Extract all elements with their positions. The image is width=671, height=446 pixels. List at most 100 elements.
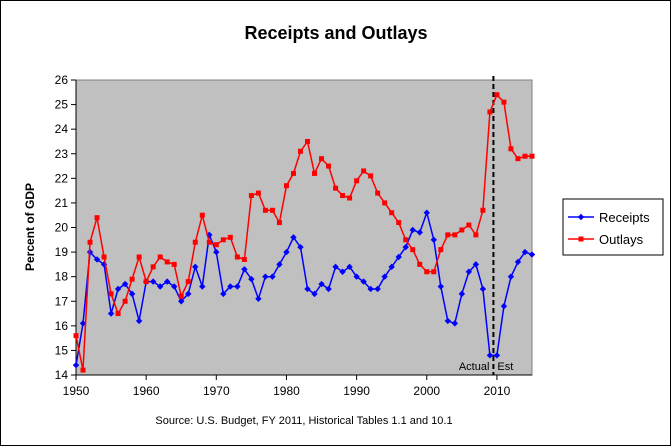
outlays-point <box>206 239 212 245</box>
outlays-point <box>375 190 381 196</box>
outlays-point <box>283 183 289 189</box>
outlays-point <box>178 293 184 299</box>
receipts-point <box>206 231 213 239</box>
outlays-point <box>276 220 282 226</box>
outlays-point <box>333 185 339 191</box>
receipts-point <box>416 229 423 236</box>
receipts-point <box>178 298 185 305</box>
legend-outlays-label: Outlays <box>599 232 644 247</box>
receipts-point <box>156 283 164 290</box>
y-axis: 14 15 16 17 18 19 20 21 22 23 24 25 26 <box>55 73 77 382</box>
receipts-point <box>402 243 409 251</box>
outlays-point <box>431 269 437 275</box>
outlays-point <box>171 261 177 267</box>
outlays-point <box>164 259 170 265</box>
receipts-point <box>128 290 136 298</box>
outlays-point <box>143 279 149 285</box>
outlays-point <box>192 239 198 245</box>
outlays-point <box>101 254 107 260</box>
x-tick-label: 2010 <box>484 384 511 398</box>
receipts-point <box>276 261 283 268</box>
receipts-point <box>339 268 346 275</box>
receipts-point <box>248 275 255 283</box>
outlays-point <box>501 99 507 105</box>
outlays-point <box>480 207 486 213</box>
x-tick-label: 1980 <box>273 384 300 398</box>
receipts-point <box>164 278 171 285</box>
receipts-point <box>381 273 388 280</box>
outlays-point <box>80 367 86 373</box>
receipts-point <box>521 248 529 256</box>
receipts-point <box>486 352 494 359</box>
x-tick-label: 1970 <box>203 384 230 398</box>
receipts-point <box>444 317 452 325</box>
receipts-point <box>367 285 374 293</box>
x-tick-label: 1960 <box>133 384 160 398</box>
receipts-point <box>465 268 473 275</box>
outlays-point <box>269 207 275 213</box>
outlays-point <box>347 195 353 201</box>
outlays-point <box>185 279 191 285</box>
receipts-point <box>234 283 241 290</box>
receipts-point <box>297 243 304 251</box>
receipts-point <box>72 361 80 369</box>
y-tick-label: 21 <box>55 196 69 210</box>
outlays-point <box>319 156 325 162</box>
outlays-point <box>459 227 465 233</box>
legend-outlays-marker <box>578 236 584 242</box>
receipts-point <box>227 283 234 290</box>
receipts-point <box>423 209 430 216</box>
outlays-point <box>438 247 444 253</box>
receipts-point <box>114 285 122 293</box>
receipts-point <box>290 234 297 241</box>
receipts-point <box>107 310 115 317</box>
x-tick-label: 1990 <box>343 384 370 398</box>
y-tick-label: 26 <box>55 73 69 87</box>
receipts-point <box>409 226 416 234</box>
annotation-actual: Actual <box>459 361 490 373</box>
outlays-point <box>227 234 233 240</box>
y-tick-label: 15 <box>55 343 69 357</box>
y-tick-label: 14 <box>55 368 69 382</box>
outlays-point <box>417 261 423 267</box>
receipts-point <box>149 278 157 285</box>
outlays-point <box>213 242 219 248</box>
x-axis: 1950 1960 1970 1980 1990 2000 2010 <box>63 374 532 398</box>
outlays-point <box>508 146 514 152</box>
outlays-point <box>473 232 479 238</box>
receipts-point <box>500 302 508 310</box>
outlays-point <box>403 237 409 243</box>
series-layer <box>72 92 536 373</box>
x-tick-label: 1950 <box>63 384 90 398</box>
outlays-point <box>241 256 247 262</box>
legend-box <box>562 198 664 256</box>
y-axis-label: Percent of GDP <box>23 183 37 271</box>
receipts-point <box>135 317 143 325</box>
y-tick-label: 17 <box>55 294 69 308</box>
y-tick-label: 24 <box>55 122 69 136</box>
outlays-point <box>361 168 367 174</box>
x-tick-label: 2000 <box>413 384 440 398</box>
outlays-point <box>262 207 268 213</box>
legend: Receipts Outlays <box>562 198 664 256</box>
y-tick-label: 20 <box>55 221 69 235</box>
receipts-point <box>528 251 536 258</box>
receipts-point <box>374 285 381 293</box>
receipts-point <box>430 236 437 243</box>
legend-receipts-label: Receipts <box>599 210 650 225</box>
receipts-point <box>451 320 459 327</box>
outlays-point <box>150 264 156 270</box>
outlays-point <box>297 148 303 154</box>
receipts-point <box>311 290 318 298</box>
outlays-point <box>199 212 205 218</box>
plot-area <box>75 79 533 376</box>
y-tick-label: 25 <box>55 98 69 112</box>
outlays-point <box>305 138 311 144</box>
outlays-point <box>466 222 472 228</box>
outlays-point <box>354 178 360 184</box>
receipts-point <box>241 266 248 273</box>
receipts-point <box>185 290 192 298</box>
outlays-point <box>312 170 318 176</box>
receipts-point <box>199 283 206 290</box>
receipts-point <box>332 263 339 271</box>
